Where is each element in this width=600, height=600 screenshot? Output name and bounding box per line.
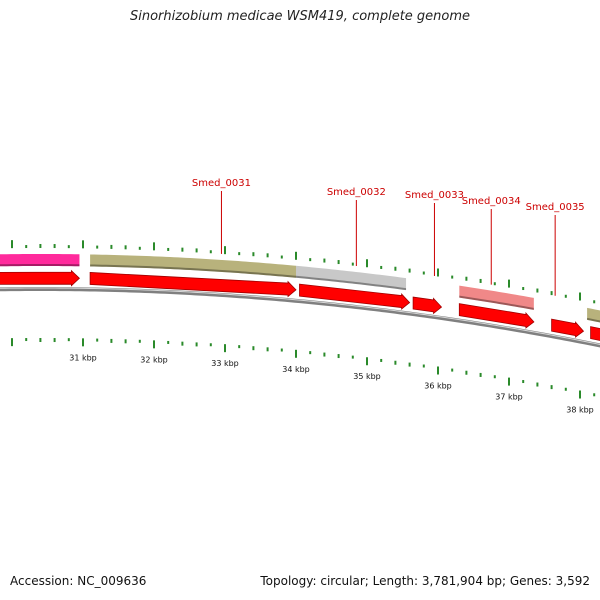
kbp-label-1: 32 kbp	[140, 355, 168, 364]
kbp-label-5: 36 kbp	[424, 382, 452, 391]
gene-label-smed_0034: Smed_0034	[462, 196, 521, 207]
map-title: Sinorhizobium medicae WSM419, complete g…	[129, 9, 471, 24]
kbp-label-3: 34 kbp	[282, 365, 310, 374]
feature-edge-4	[587, 317, 600, 323]
accession-text: Accession: NC_009636	[10, 574, 147, 588]
cds-arrow-1	[89, 272, 297, 298]
cds-arrow-0	[0, 269, 80, 287]
cds-arrow-6	[590, 326, 600, 341]
kbp-label-7: 38 kbp	[566, 405, 594, 414]
backbone-line	[0, 287, 600, 348]
kbp-label-2: 33 kbp	[211, 359, 239, 368]
feature-2	[296, 265, 407, 291]
genome-summary-text: Topology: circular; Length: 3,781,904 bp…	[260, 574, 590, 588]
kbp-label-6: 37 kbp	[495, 393, 523, 402]
cds-arrow-2	[299, 283, 411, 310]
cds-arrow-3	[412, 296, 443, 315]
feature-0	[0, 254, 80, 267]
cds-arrow-5	[551, 318, 585, 338]
kbp-labels: 31 kbp 32 kbp 33 kbp 34 kbp 35 kbp 36 kbp 37 k…	[69, 353, 594, 414]
feature-1	[90, 254, 296, 278]
feature-edge-3	[459, 295, 534, 310]
cds-arrow-4	[458, 303, 535, 329]
tick-marks	[11, 240, 596, 399]
feature-edge-2	[296, 275, 407, 291]
feature-lane	[0, 254, 600, 323]
backbone	[0, 287, 600, 348]
feature-edge-0	[0, 264, 80, 267]
backbone-highlight	[0, 287, 600, 345]
gene-label-smed_0031: Smed_0031	[192, 178, 251, 189]
gene-label-smed_0033: Smed_0033	[405, 190, 464, 201]
cds-lane	[0, 269, 600, 341]
kbp-label-4: 35 kbp	[353, 372, 381, 381]
gene-label-smed_0035: Smed_0035	[526, 202, 585, 213]
gene-label-smed_0032: Smed_0032	[327, 187, 386, 198]
feature-edge-1	[90, 264, 296, 278]
kbp-label-0: 31 kbp	[69, 353, 97, 362]
feature-4	[587, 307, 600, 323]
feature-3	[459, 285, 534, 310]
